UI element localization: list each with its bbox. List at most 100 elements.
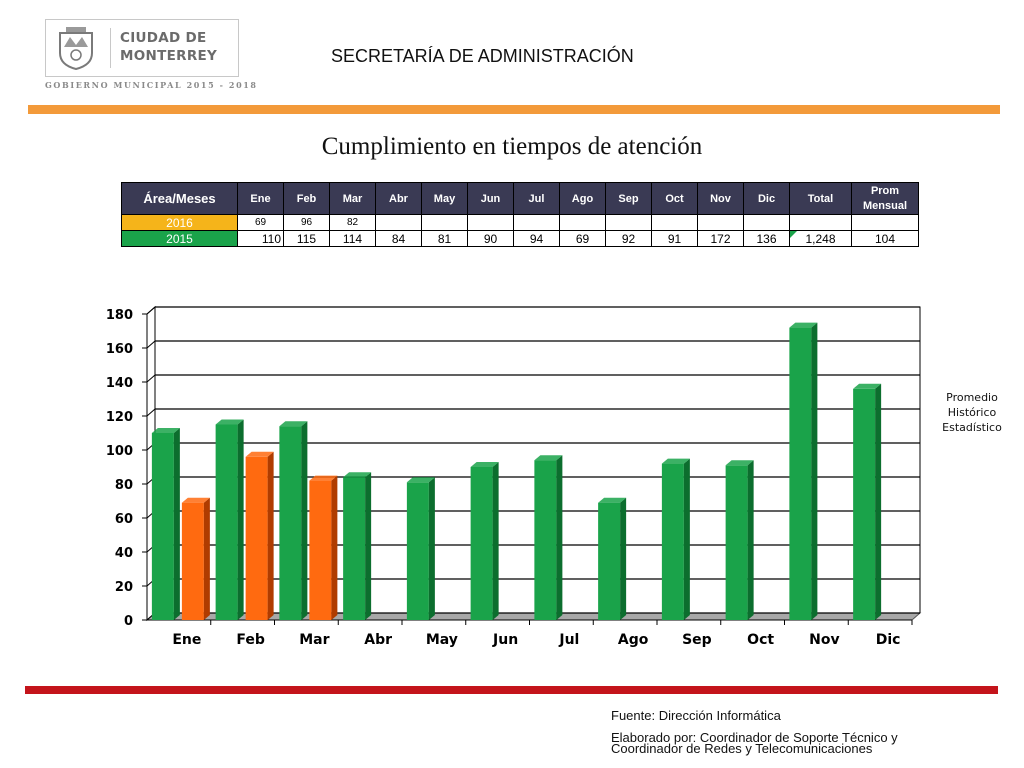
y-tick-label: 20 [115, 580, 133, 595]
bar [343, 477, 366, 620]
bar-top [534, 455, 563, 461]
orange-divider [28, 105, 1000, 114]
logo-name: CIUDAD DE MONTERREY [120, 29, 232, 65]
row-label: 2016 [121, 214, 238, 231]
bar-side [875, 383, 882, 620]
table-cell: 91 [651, 230, 698, 247]
logo-divider [110, 28, 111, 68]
x-tick-label: Mar [299, 632, 329, 648]
average-cell: 104 [851, 230, 919, 247]
gridline-depth [146, 374, 156, 383]
month-header: Jul [513, 182, 560, 215]
table-cell [743, 214, 790, 231]
y-tick-label: 120 [106, 410, 133, 425]
x-tick-label: Nov [809, 632, 839, 648]
y-tick-label: 60 [115, 512, 133, 527]
table-cell: 90 [467, 230, 514, 247]
bar-top [470, 462, 499, 467]
x-tick-label: Ago [618, 632, 649, 648]
total-cell [789, 214, 852, 231]
table-cell: 69 [559, 230, 606, 247]
bar-top [661, 458, 690, 464]
city-logo: CIUDAD DE MONTERREY [45, 19, 239, 77]
legend-note-line1: Promedio [946, 391, 998, 404]
y-tick-label: 160 [106, 342, 133, 357]
bar-side [747, 460, 754, 620]
bar-top [151, 428, 180, 433]
table-row: 2015 110 115 114 84 81 90 94 69 92 91 17… [121, 230, 919, 247]
x-tick-label: Abr [364, 632, 392, 648]
monthly-average-header: Prom Mensual [851, 182, 919, 215]
bar-top [309, 475, 338, 481]
legend-note: Promedio Histórico Estadístico [937, 390, 1007, 435]
x-tick-label: Jun [492, 632, 518, 648]
logo-name-line2: MONTERREY [120, 48, 218, 64]
table-cell: 94 [513, 230, 560, 247]
bar [661, 463, 684, 620]
total-value: 1,248 [805, 231, 836, 246]
bar [279, 426, 302, 620]
table-cell: 114 [329, 230, 376, 247]
y-tick-label: 100 [106, 444, 133, 459]
table-header-row: Área/Meses Ene Feb Mar Abr May Jun Jul A… [121, 182, 919, 215]
table-cell: 115 [283, 230, 330, 247]
bar [406, 482, 429, 620]
y-tick-label: 0 [124, 614, 133, 629]
coat-of-arms-icon [59, 27, 93, 71]
total-cell: 1,248 [789, 230, 852, 247]
bar-top [725, 460, 754, 466]
bar-chart: 0 20 40 60 80 100 120 140 160 180 Ene Feb Mar Abr May J… [106, 305, 922, 648]
gridline-depth [146, 408, 156, 417]
bar-side [683, 458, 690, 620]
bar-top [343, 472, 372, 478]
table-cell: 81 [421, 230, 468, 247]
month-header: Oct [651, 182, 698, 215]
prepared-by-line2: Coordinador de Redes y Telecomunicacione… [611, 741, 873, 756]
bar [151, 433, 174, 620]
data-table: Área/Meses Ene Feb Mar Abr May Jun Jul A… [121, 182, 919, 247]
bar-side [620, 497, 627, 620]
y-tick-label: 180 [106, 308, 133, 323]
table-cell: 110 [237, 230, 284, 247]
bar [309, 480, 332, 620]
table-cell: 172 [697, 230, 744, 247]
table-cell: 136 [743, 230, 790, 247]
bar-side [173, 428, 180, 620]
x-tick-label: Sep [682, 632, 712, 648]
bar-side [492, 462, 499, 620]
y-tick-label: 80 [115, 478, 133, 493]
area-header: Área/Meses [121, 182, 238, 215]
bar [789, 327, 812, 620]
bar [725, 465, 748, 620]
x-tick-label: Jul [558, 632, 579, 648]
table-cell [605, 214, 652, 231]
table-cell [651, 214, 698, 231]
average-cell [851, 214, 919, 231]
bar-side [365, 472, 372, 620]
x-tick-label: Ene [172, 632, 201, 648]
bar [245, 456, 268, 620]
government-period: GOBIERNO MUNICIPAL 2015 - 2018 [45, 80, 258, 90]
page-title: Cumplimiento en tiempos de atención [321, 133, 703, 160]
month-header: Sep [605, 182, 652, 215]
bar [215, 424, 238, 620]
month-header: Feb [283, 182, 330, 215]
bar-side [331, 475, 338, 620]
month-header: Ago [559, 182, 606, 215]
table-cell: 82 [329, 214, 376, 231]
x-tick-label: Dic [876, 632, 901, 648]
source-text: Fuente: Dirección Informática [611, 708, 781, 723]
red-divider [25, 686, 998, 694]
y-tick-label: 40 [115, 546, 133, 561]
bar-side [237, 419, 244, 620]
table-cell: 96 [283, 214, 330, 231]
bar-side [203, 497, 210, 620]
bar-top [789, 322, 818, 328]
bar [534, 460, 557, 620]
month-header: Dic [743, 182, 790, 215]
table-cell [697, 214, 744, 231]
x-tick-label: May [426, 632, 458, 648]
prom-header-line1: Prom [870, 184, 900, 197]
table-cell: 92 [605, 230, 652, 247]
bar-side [811, 322, 818, 620]
